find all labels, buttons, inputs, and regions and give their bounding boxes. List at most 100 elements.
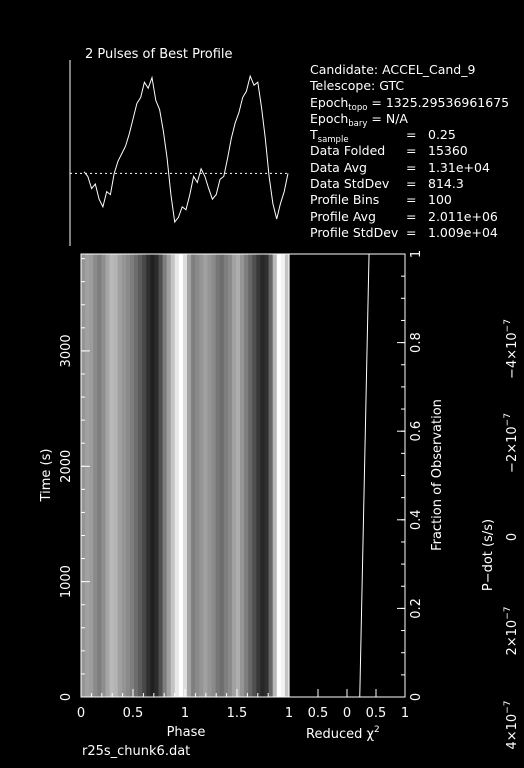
x-tick-label: 0 xyxy=(77,706,85,721)
pdot-tick-label: 0 xyxy=(505,533,520,541)
right-axis-label: Fraction of Observation xyxy=(430,399,445,551)
info-key: Data StdDev xyxy=(310,176,390,192)
heatmap-column xyxy=(182,254,188,697)
chi2-tick-label: 1 xyxy=(285,706,293,721)
heatmap-column xyxy=(252,254,257,697)
heatmap-column xyxy=(215,254,221,697)
heatmap-column xyxy=(203,254,209,697)
heatmap-column xyxy=(125,254,131,697)
chi2-tick-label: 0.5 xyxy=(308,706,329,721)
info-equals: = xyxy=(406,143,417,159)
profile-panel: 2 Pulses of Best Profile xyxy=(69,47,290,246)
info-row: Data StdDev = 814.3 xyxy=(310,176,509,192)
heatmap-column xyxy=(109,254,115,697)
chi2-tick-label: 0 xyxy=(343,706,351,721)
heatmap-column xyxy=(105,254,111,697)
heatmap-column xyxy=(138,254,143,697)
heatmap-column xyxy=(191,254,196,697)
candidate-info: Candidate: ACCEL_Cand_9 Telescope: GTC E… xyxy=(310,62,509,241)
info-equals: = xyxy=(406,224,417,240)
heatmap-column xyxy=(85,254,90,697)
info-key: Profile Bins xyxy=(310,192,380,208)
info-equals: = xyxy=(406,192,417,208)
heatmap-column xyxy=(129,254,135,697)
heatmap-column xyxy=(284,254,290,697)
info-row: Data Avg = 1.31e+04 xyxy=(310,160,509,176)
right-tick-label: 0.2 xyxy=(409,598,424,619)
chi2-tick-label: 1 xyxy=(401,706,409,721)
heatmap-column xyxy=(272,254,278,697)
phase-time-heatmap xyxy=(81,254,290,697)
x-tick-label: 1.5 xyxy=(227,706,248,721)
heatmap-column xyxy=(280,254,286,697)
heatmap-column xyxy=(195,254,200,697)
x-axis-label: Phase xyxy=(167,725,206,740)
chi2-axis-label: Reduced χ2 xyxy=(306,725,380,742)
heatmap-column xyxy=(240,254,245,697)
heatmap-column xyxy=(260,254,266,697)
reduced-chi2-panel: 1 0.5 0 0.5 1 0 0.2 0.4 0.6 0.8 1 Reduced χ2 Frac… xyxy=(285,250,445,742)
heatmap-column xyxy=(231,254,237,697)
heatmap-column xyxy=(81,254,86,697)
pdot-axis-label: P−dot (s/s) xyxy=(481,519,496,591)
y-tick-label: 0 xyxy=(59,693,74,701)
epoch-topo-line: Epochtopo = 1325.29536961675 xyxy=(310,94,510,113)
heatmap-column xyxy=(223,254,229,697)
telescope-line: Telescope: GTC xyxy=(310,78,405,94)
heatmap-column xyxy=(134,254,139,697)
y-axis-label: Time (s) xyxy=(39,449,54,503)
info-equals: = xyxy=(406,176,417,192)
candidate-line: Candidate: ACCEL_Cand_9 xyxy=(310,62,476,77)
right-tick-label: 1 xyxy=(409,250,424,258)
info-equals: = xyxy=(406,208,417,224)
heatmap-column xyxy=(146,254,151,697)
heatmap-column xyxy=(178,254,184,697)
pdot-tick-label: 2×10−7 xyxy=(503,607,520,656)
heatmap-column xyxy=(211,254,217,697)
heatmap-column xyxy=(158,254,164,697)
profile-curve xyxy=(83,74,289,224)
info-value: 15360 xyxy=(428,143,468,159)
heatmap-column xyxy=(235,254,241,697)
heatmap-column xyxy=(174,254,180,697)
info-key: Profile Avg xyxy=(310,208,376,224)
right-tick-label: 0.4 xyxy=(409,509,424,530)
right-tick-label: 0 xyxy=(409,693,424,701)
info-key: Tsample xyxy=(310,127,349,146)
heatmap-column xyxy=(89,254,94,697)
heatmap-column xyxy=(113,254,119,697)
pdot-axis: P−dot (s/s) 4×10−7 2×10−7 0 −2×10−7 −4×10−7 xyxy=(481,319,520,749)
heatmap-column xyxy=(166,254,172,697)
heatmap-column xyxy=(244,254,249,697)
info-value: 1.31e+04 xyxy=(428,159,490,175)
heatmap-column xyxy=(121,254,127,697)
y-tick-label: 2000 xyxy=(59,450,74,483)
info-value: 814.3 xyxy=(428,176,464,192)
profile-title: 2 Pulses of Best Profile xyxy=(85,47,233,62)
info-key: Data Folded xyxy=(310,143,386,159)
heatmap-column xyxy=(97,254,102,697)
info-key: Profile StdDev xyxy=(310,224,399,240)
heatmap-column xyxy=(154,254,160,697)
y-tick-label: 3000 xyxy=(59,334,74,367)
epoch-bary-line: Epochbary = N/A xyxy=(310,110,408,129)
info-row: Profile Bins = 100 xyxy=(310,192,509,208)
heatmap-column xyxy=(248,254,253,697)
pdot-tick-label: −2×10−7 xyxy=(503,413,520,473)
heatmap-column xyxy=(227,254,233,697)
heatmap-column xyxy=(117,254,123,697)
heatmap-column xyxy=(162,254,168,697)
x-tick-label: 0.5 xyxy=(123,706,144,721)
phase-time-panel: 0 1000 2000 3000 0 0.5 1 1.5 Time (s) Phase xyxy=(39,253,406,740)
right-tick-label: 0.6 xyxy=(409,421,424,442)
info-key: Data Avg xyxy=(310,159,367,175)
right-tick-label: 0.8 xyxy=(409,332,424,353)
info-value: 2.011e+06 xyxy=(428,208,498,224)
heatmap-column xyxy=(93,254,98,697)
heatmap-column xyxy=(142,254,147,697)
y-tick-label: 1000 xyxy=(59,565,74,598)
info-row: Data Folded = 15360 xyxy=(310,143,509,159)
heatmap-column xyxy=(101,254,107,697)
info-value: 0.25 xyxy=(428,127,456,143)
heatmap-column xyxy=(170,254,176,697)
